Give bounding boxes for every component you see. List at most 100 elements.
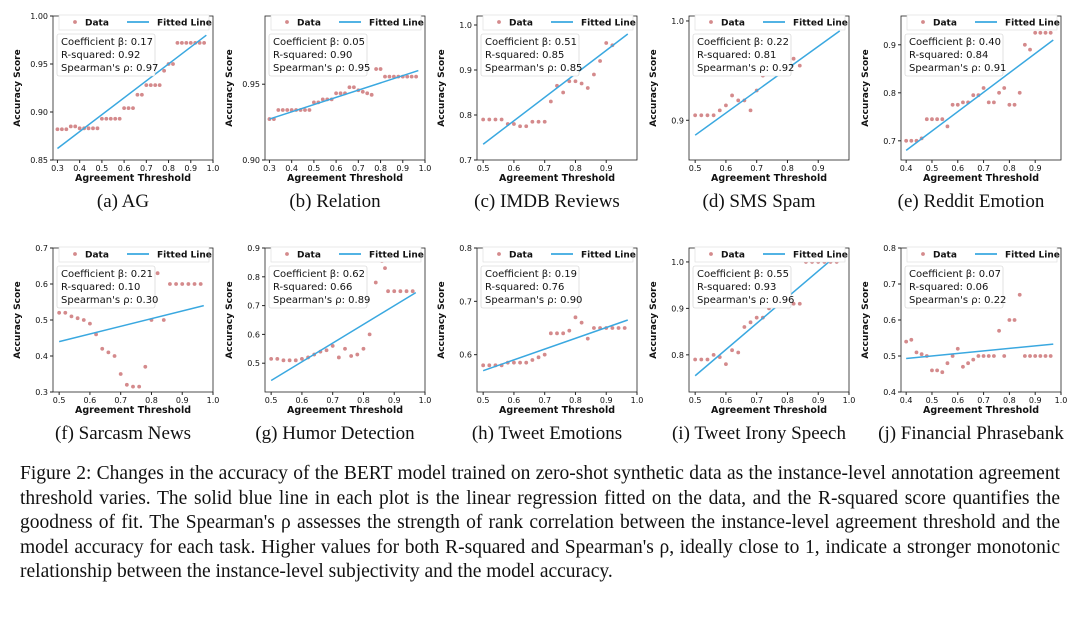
y-tick-label: 0.6: [247, 330, 260, 339]
data-point: [567, 79, 572, 84]
data-point: [950, 354, 955, 358]
x-tick-label: 0.9: [388, 396, 401, 405]
x-axis-label: Agreement Threshold: [923, 173, 1039, 184]
data-point: [699, 113, 704, 118]
annotation-box: [480, 265, 580, 309]
x-tick-label: 0.9: [184, 164, 197, 173]
data-point: [198, 282, 203, 286]
x-tick-label: 0.8: [569, 396, 582, 405]
x-tick-label: 0.6: [508, 164, 521, 173]
data-point: [705, 113, 710, 118]
x-tick-label: 0.9: [1029, 164, 1042, 173]
y-tick-label: 0.9: [671, 304, 684, 313]
x-tick-label: 0.7: [750, 164, 763, 173]
legend-label: Data: [85, 251, 109, 261]
x-tick-label: 1.0: [207, 164, 220, 173]
data-point: [971, 357, 976, 362]
x-tick-label: 0.7: [750, 396, 763, 405]
y-tick-label: 0.4: [883, 388, 896, 397]
data-point: [77, 126, 82, 131]
data-point: [112, 354, 117, 358]
data-point: [311, 100, 316, 105]
annotation: Spearman's ρ: 0.97: [61, 63, 158, 74]
data-point: [930, 117, 934, 122]
data-point: [935, 117, 940, 122]
data-point: [374, 67, 379, 71]
data-point: [330, 344, 335, 348]
data-point: [573, 315, 578, 320]
data-point: [592, 72, 596, 77]
data-point: [924, 117, 929, 122]
y-tick-label: 0.7: [883, 137, 896, 146]
y-tick-label: 0.3: [35, 388, 48, 397]
y-axis-label: Accuracy Score: [13, 49, 23, 126]
x-tick-label: 0.7: [326, 396, 339, 405]
legend-label: Fitted Line: [793, 19, 848, 29]
subtitle: (c) IMDB Reviews: [474, 191, 620, 212]
x-tick-label: 0.7: [140, 164, 153, 173]
annotation: Spearman's ρ: 0.22: [909, 295, 1006, 306]
x-tick-label: 0.8: [1003, 396, 1016, 405]
legend-swatch: [73, 20, 77, 24]
data-point: [536, 119, 541, 124]
data-point: [573, 79, 578, 84]
data-point: [86, 126, 91, 131]
data-point: [616, 326, 621, 330]
data-point: [367, 332, 372, 337]
y-tick-label: 0.9: [883, 41, 896, 50]
legend-label: Data: [509, 251, 533, 261]
data-point: [293, 358, 298, 363]
panel: 0.5 0.6 0.7 0.8 0.9 1.00.30.40.50.60.7Agreeme…: [13, 244, 219, 444]
data-point: [976, 354, 981, 358]
legend-label: Fitted Line: [157, 251, 212, 261]
annotation: Coefficient β: 0.51: [485, 37, 577, 48]
data-point: [542, 119, 547, 124]
annotation: Coefficient β: 0.62: [273, 269, 365, 280]
data-point: [1002, 86, 1007, 90]
data-point: [548, 331, 553, 336]
subtitle: (j) Financial Phrasebank: [878, 423, 1064, 444]
data-point: [287, 358, 292, 363]
y-axis-label: Accuracy Score: [649, 281, 659, 358]
y-tick-label: 0.9: [247, 244, 260, 253]
data-point: [705, 357, 710, 362]
legend-swatch: [921, 20, 925, 24]
legend-label: Fitted Line: [1005, 19, 1060, 29]
legend-label: Data: [85, 19, 109, 29]
x-tick-label: 0.8: [357, 396, 370, 405]
data-point: [542, 352, 547, 357]
fitted-line: [694, 30, 841, 136]
data-point: [131, 106, 135, 111]
data-point: [276, 108, 281, 112]
data-point: [383, 266, 387, 271]
data-point: [997, 90, 1001, 95]
data-point: [1007, 318, 1012, 322]
x-tick-label: 0.4: [285, 164, 298, 173]
legend-label: Data: [297, 251, 321, 261]
legend-swatch: [709, 252, 713, 256]
x-tick-label: 0.6: [951, 164, 964, 173]
data-point: [909, 138, 914, 143]
x-tick-label: 0.7: [538, 396, 551, 405]
data-point: [961, 364, 965, 369]
data-point: [499, 117, 504, 122]
x-tick-label: 1.0: [207, 396, 220, 405]
data-point: [487, 363, 492, 368]
fitted-line: [482, 33, 629, 145]
data-point: [285, 108, 290, 112]
x-tick-label: 0.9: [600, 164, 613, 173]
data-point: [55, 127, 60, 132]
y-tick-label: 1.0: [671, 258, 684, 267]
annotation: Coefficient β: 0.07: [909, 269, 1001, 280]
data-point: [59, 127, 64, 132]
x-tick-label: 0.9: [812, 396, 825, 405]
x-tick-label: 0.4: [900, 396, 913, 405]
data-point: [561, 331, 566, 336]
data-point: [175, 40, 180, 45]
data-point: [754, 315, 759, 320]
annotation-box: [56, 265, 156, 309]
legend-label: Fitted Line: [1005, 251, 1060, 261]
x-tick-label: 0.5: [96, 164, 109, 173]
annotation: Coefficient β: 0.22: [697, 37, 789, 48]
data-point: [711, 352, 716, 357]
